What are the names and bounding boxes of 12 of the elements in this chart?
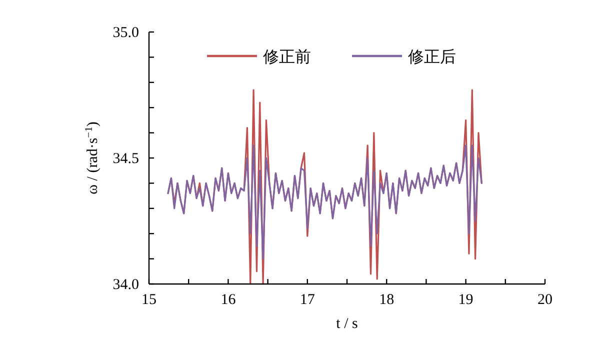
x-tick-label: 20 — [538, 292, 552, 308]
x-tick-label: 15 — [142, 292, 156, 308]
x-tick-label: 18 — [379, 292, 394, 308]
x-axis-title: t / s — [336, 316, 358, 332]
legend-label: 修正后 — [408, 48, 456, 66]
y-tick-label: 34.0 — [112, 277, 139, 293]
x-tick-label: 19 — [458, 292, 474, 308]
y-tick-label: 35.0 — [112, 25, 139, 41]
x-tick-label: 16 — [220, 292, 236, 308]
x-tick-label: 17 — [300, 292, 316, 308]
y-tick-label: 34.5 — [112, 151, 139, 167]
legend-label: 修正前 — [263, 48, 311, 66]
